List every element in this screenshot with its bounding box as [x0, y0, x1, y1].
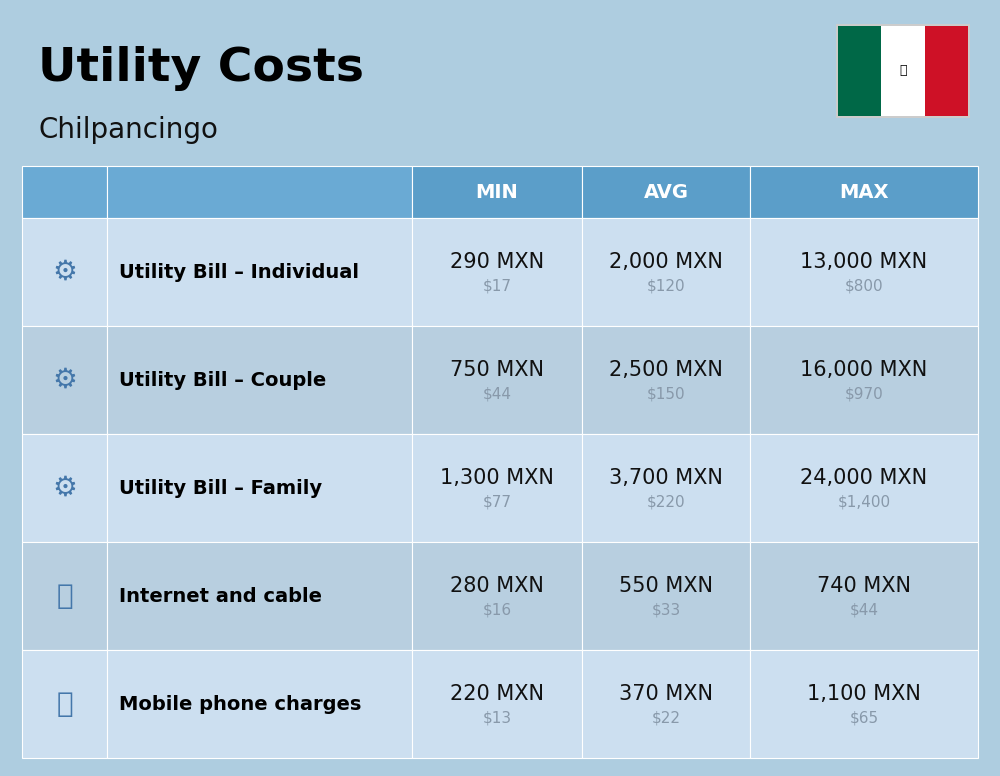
Text: $17: $17	[482, 279, 512, 293]
Text: 740 MXN: 740 MXN	[817, 576, 911, 596]
Bar	[582, 542, 750, 650]
Bar	[750, 650, 978, 758]
Bar	[22, 166, 107, 218]
Text: $220: $220	[647, 494, 685, 510]
Bar	[836, 24, 970, 118]
Text: $970: $970	[845, 386, 883, 401]
Text: Utility Bill – Individual: Utility Bill – Individual	[119, 262, 359, 282]
Text: $44: $44	[482, 386, 512, 401]
Text: 220 MXN: 220 MXN	[450, 684, 544, 704]
Text: Mobile phone charges: Mobile phone charges	[119, 695, 361, 713]
Text: 1,300 MXN: 1,300 MXN	[440, 468, 554, 488]
Text: 280 MXN: 280 MXN	[450, 576, 544, 596]
Bar	[412, 218, 582, 326]
Text: 1,100 MXN: 1,100 MXN	[807, 684, 921, 704]
Bar	[22, 326, 107, 434]
Bar	[582, 326, 750, 434]
Text: ⚙: ⚙	[52, 474, 77, 502]
Text: MAX: MAX	[839, 182, 889, 202]
Text: 3,700 MXN: 3,700 MXN	[609, 468, 723, 488]
Text: 750 MXN: 750 MXN	[450, 360, 544, 380]
Text: Utility Costs: Utility Costs	[38, 46, 364, 91]
Bar	[582, 166, 750, 218]
Bar	[582, 434, 750, 542]
Bar	[107, 434, 412, 542]
Text: MIN: MIN	[476, 182, 518, 202]
Text: ⚙: ⚙	[52, 366, 77, 394]
Text: $120: $120	[647, 279, 685, 293]
Bar	[750, 218, 978, 326]
Bar	[22, 434, 107, 542]
Bar	[412, 434, 582, 542]
Text: 2,500 MXN: 2,500 MXN	[609, 360, 723, 380]
Bar	[412, 166, 582, 218]
Bar	[881, 26, 925, 116]
Text: 550 MXN: 550 MXN	[619, 576, 713, 596]
Text: $65: $65	[849, 711, 879, 726]
Text: $150: $150	[647, 386, 685, 401]
Bar	[750, 434, 978, 542]
Text: $16: $16	[482, 602, 512, 618]
Bar	[925, 26, 968, 116]
Text: Internet and cable: Internet and cable	[119, 587, 322, 605]
Bar	[412, 326, 582, 434]
Bar	[107, 218, 412, 326]
Text: $33: $33	[651, 602, 681, 618]
Bar	[582, 218, 750, 326]
Bar	[750, 326, 978, 434]
Text: Chilpancingo: Chilpancingo	[38, 116, 218, 144]
Text: ⚙: ⚙	[52, 258, 77, 286]
Text: 🦅: 🦅	[899, 64, 907, 78]
Text: $44: $44	[850, 602, 879, 618]
Bar	[107, 326, 412, 434]
Text: 📱: 📱	[56, 690, 73, 718]
Text: $22: $22	[652, 711, 680, 726]
Text: $1,400: $1,400	[837, 494, 891, 510]
Text: $77: $77	[482, 494, 512, 510]
Bar	[412, 542, 582, 650]
Text: 370 MXN: 370 MXN	[619, 684, 713, 704]
Text: 24,000 MXN: 24,000 MXN	[800, 468, 928, 488]
Bar	[107, 650, 412, 758]
Text: Utility Bill – Family: Utility Bill – Family	[119, 479, 322, 497]
Bar	[107, 166, 412, 218]
Bar	[22, 542, 107, 650]
Text: AVG: AVG	[644, 182, 688, 202]
Text: $800: $800	[845, 279, 883, 293]
Bar	[750, 542, 978, 650]
Text: 16,000 MXN: 16,000 MXN	[800, 360, 928, 380]
Text: 2,000 MXN: 2,000 MXN	[609, 252, 723, 272]
Bar	[22, 650, 107, 758]
Text: 290 MXN: 290 MXN	[450, 252, 544, 272]
Bar	[107, 542, 412, 650]
Bar	[750, 166, 978, 218]
Text: 📶: 📶	[56, 582, 73, 610]
Bar	[582, 650, 750, 758]
Text: Utility Bill – Couple: Utility Bill – Couple	[119, 370, 326, 390]
Bar	[412, 650, 582, 758]
Text: 13,000 MXN: 13,000 MXN	[800, 252, 928, 272]
Bar	[22, 218, 107, 326]
Text: $13: $13	[482, 711, 512, 726]
Bar	[838, 26, 881, 116]
